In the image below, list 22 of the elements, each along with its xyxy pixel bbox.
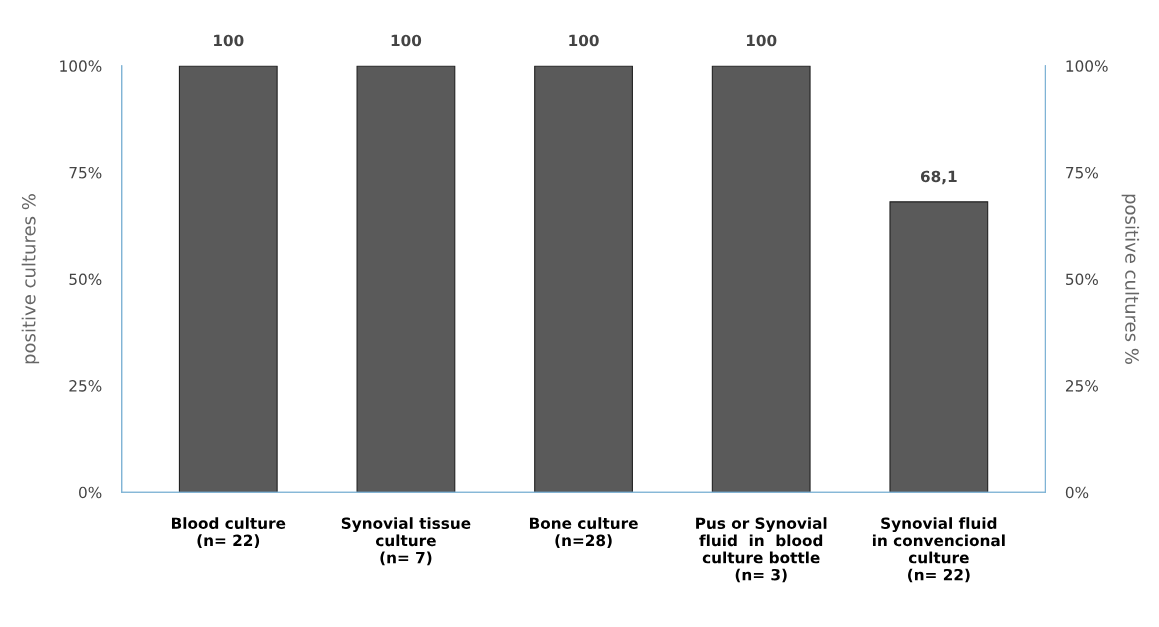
x-tick-label: Blood culture (n= 22) <box>172 517 286 548</box>
y-axis-title: positive cultures % <box>21 194 40 364</box>
data-label: 100 <box>746 34 777 47</box>
y2-tick-label: 100% <box>1066 60 1108 72</box>
x-tick-label: Pus or Synovial fluid in blood culture bottle (n= 3) <box>696 517 827 583</box>
y-tick-label: 100% <box>60 60 102 72</box>
x-tick-label: Bone culture (n=28) <box>529 517 638 548</box>
y2-tick-label: 50% <box>1066 273 1098 286</box>
x-tick-label: Synovial tissue culture (n= 7) <box>341 517 471 566</box>
y2-axis-title: positive cultures % <box>1121 194 1140 364</box>
y-tick-label: 75% <box>69 166 102 179</box>
data-label: 68,1 <box>920 170 957 185</box>
data-label: 100 <box>569 34 599 47</box>
data-label: 100 <box>214 34 244 47</box>
y-tick-label: 50% <box>69 273 102 286</box>
y2-tick-label: 0% <box>1065 486 1089 499</box>
y-tick-label: 0% <box>79 486 102 499</box>
data-label: 100 <box>391 34 422 47</box>
y2-tick-label: 25% <box>1065 380 1098 392</box>
y2-tick-label: 75% <box>1066 166 1098 179</box>
x-tick-label: Synovial fluid in convencional culture (n= 22) <box>872 517 1005 583</box>
y-tick-label: 25% <box>69 380 102 392</box>
